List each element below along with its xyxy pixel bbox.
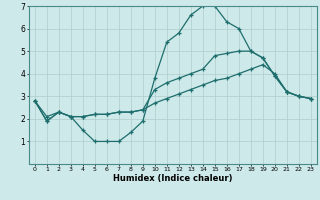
X-axis label: Humidex (Indice chaleur): Humidex (Indice chaleur) (113, 174, 233, 183)
